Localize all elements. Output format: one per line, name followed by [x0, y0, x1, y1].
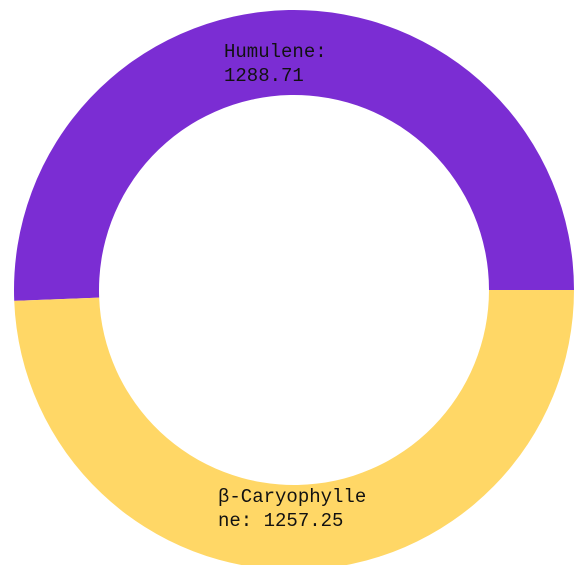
slice-label-line: ne: 1257.25 — [218, 510, 343, 532]
slice-label-line: 1288.71 — [224, 65, 304, 87]
slices-group — [13, 10, 574, 565]
slice-label-line: β-Caryophylle — [218, 486, 366, 508]
slice-humulene[interactable] — [13, 10, 574, 301]
slice--caryophyllene[interactable] — [14, 290, 574, 565]
slice-label-line: Humulene: — [224, 41, 327, 63]
labels-group: Humulene: 1288.71 β-Caryophylle ne: 1257.25 — [218, 41, 366, 532]
slice-label-1: β-Caryophylle ne: 1257.25 — [218, 486, 366, 532]
slice-label-0: Humulene: 1288.71 — [224, 41, 327, 87]
